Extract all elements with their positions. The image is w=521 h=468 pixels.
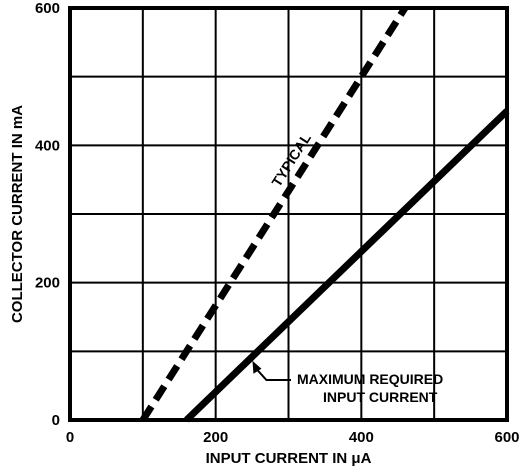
series-lines [139,6,510,423]
x-tick-label: 0 [66,429,74,446]
x-axis-title: INPUT CURRENT IN μA [206,450,372,467]
x-tick-label: 200 [203,429,228,446]
y-tick-label: 0 [52,412,60,429]
maximum-required-curve [184,108,510,423]
maximum-required-label-line: MAXIMUM REQUIRED [297,371,443,387]
x-tick-label: 600 [494,429,519,446]
typical-label: TYPICAL [268,130,314,189]
plot-frame [68,6,509,422]
x-tick-label: 400 [349,429,374,446]
y-axis-title: COLLECTOR CURRENT IN mA [9,105,26,323]
grid-lines [70,8,507,420]
typical-curve [139,6,408,422]
y-tick-labels: 0 200 400 600 [35,0,60,429]
y-tick-label: 600 [35,0,60,17]
maximum-required-label-line: INPUT CURRENT [323,389,438,405]
annotation-leader-line [253,366,291,381]
x-tick-labels: 0 200 400 600 [66,429,520,446]
y-tick-label: 200 [35,275,60,292]
y-tick-label: 400 [35,137,60,154]
arrowhead-icon [252,360,262,374]
